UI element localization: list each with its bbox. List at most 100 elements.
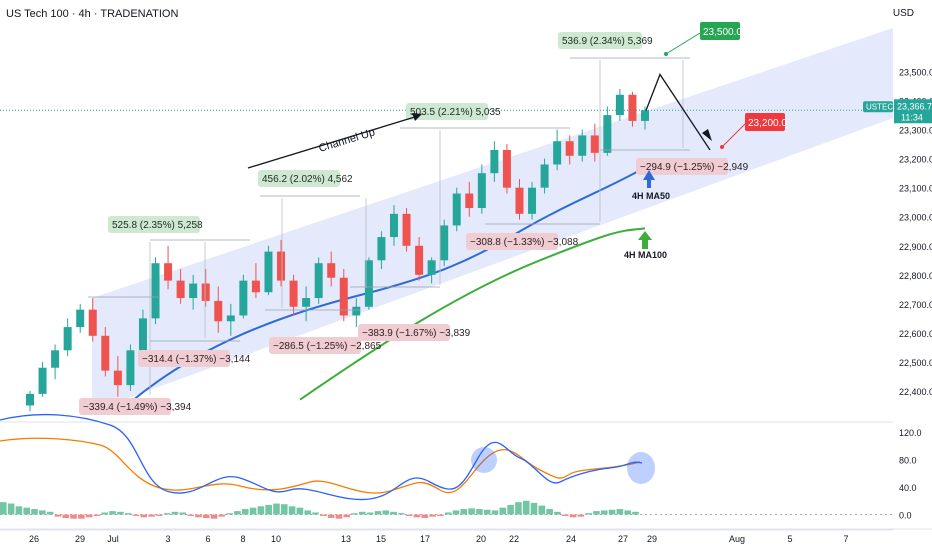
osc-hist-bar — [624, 510, 631, 515]
candle-body — [427, 260, 436, 275]
candle-body — [51, 350, 60, 368]
candle-body — [578, 135, 587, 156]
x-tick-label: 10 — [271, 534, 281, 544]
candle-body — [277, 251, 286, 281]
x-tick-label: 26 — [29, 534, 39, 544]
osc-hist-bar — [554, 511, 561, 515]
y-tick-label: 22,500.0 — [899, 358, 932, 368]
osc-y-tick-label: 40.0 — [899, 483, 917, 493]
measure-up-label-box — [108, 216, 200, 233]
measure-down-label-box — [79, 398, 171, 415]
osc-hist-bar — [132, 514, 140, 516]
osc-hist-bar — [546, 509, 553, 515]
target-up-connector — [665, 32, 701, 55]
osc-y-tick-label: 120.0 — [899, 428, 922, 438]
osc-hist-bar — [39, 510, 46, 515]
osc-hist-bar — [413, 514, 421, 518]
target-down-box — [745, 113, 785, 131]
osc-hist-bar — [507, 504, 514, 515]
osc-y-tick-label: 80.0 — [899, 455, 917, 465]
osc-highlight-circle — [627, 452, 655, 484]
osc-hist-bar — [515, 502, 522, 515]
osc-hist-bar — [163, 513, 171, 515]
osc-hist-bar — [491, 510, 499, 515]
current-price-value: 23,366.7 — [897, 101, 932, 111]
osc-hist-bar — [15, 506, 23, 515]
osc-y-tick-label: 0.0 — [899, 511, 912, 521]
measure-down-label-box — [138, 350, 230, 367]
osc-hist-bar — [265, 504, 272, 515]
osc-hist-bar — [85, 514, 93, 518]
candle-body — [615, 94, 624, 116]
osc-hist-bar — [171, 511, 179, 515]
x-tick-label: 8 — [240, 534, 245, 544]
osc-hist-bar — [429, 514, 436, 517]
candle-body — [377, 237, 386, 261]
x-tick-label: 29 — [647, 534, 657, 544]
osc-hist-bar — [483, 509, 491, 515]
osc-hist-bar — [351, 513, 358, 515]
measure-down-label: −314.4 (−1.37%) −3,144 — [142, 354, 251, 365]
osc-hist-bar — [234, 511, 241, 515]
y-tick-label: 23,200.0 — [899, 155, 932, 165]
osc-hist-bar — [538, 505, 546, 515]
osc-hist-bar — [7, 503, 15, 515]
osc-hist-bar — [335, 514, 343, 519]
osc-hist-bar — [460, 509, 468, 515]
candle-body — [528, 187, 537, 214]
osc-hist-bar — [608, 509, 616, 515]
osc-hist-bar — [249, 507, 257, 515]
osc-hist-bar — [257, 506, 265, 515]
x-tick-label: 5 — [787, 534, 792, 544]
candle-body — [415, 245, 424, 275]
osc-hist-bar — [577, 514, 585, 517]
osc-hist-bar — [54, 514, 62, 517]
osc-hist-bar — [530, 502, 538, 515]
osc-hist-bar — [210, 514, 218, 519]
candle-body — [38, 367, 47, 394]
candle-body — [88, 309, 97, 336]
ma50-line — [129, 166, 646, 404]
y-tick-label: 22,700.0 — [899, 300, 932, 310]
candle-body — [590, 135, 599, 153]
y-tick-label: 23,000.0 — [899, 213, 932, 223]
x-tick-label: 13 — [341, 534, 351, 544]
osc-hist-bar — [452, 510, 460, 515]
x-tick-label: 7 — [843, 534, 848, 544]
osc-hist-bar — [140, 514, 148, 518]
price-axis-panel — [893, 0, 932, 550]
channel-up-label: Channel Up — [317, 126, 376, 154]
measure-down-label: −286.5 (−1.25%) −2,865 — [273, 341, 382, 352]
measure-down-label-box — [358, 324, 450, 341]
osc-hist-bar — [31, 509, 38, 515]
osc-hist-bar — [109, 511, 116, 515]
osc-signal-line — [0, 437, 641, 494]
candle-body — [264, 251, 273, 293]
measure-down-label-box — [466, 233, 558, 250]
osc-hist-bar — [320, 514, 327, 516]
channel-arrow-line — [247, 115, 419, 169]
osc-hist-bar — [569, 514, 577, 518]
candle-body — [490, 149, 499, 174]
measure-up-label: 456.2 (2.02%) 4,562 — [262, 174, 353, 185]
osc-hist-bar — [288, 506, 296, 515]
candle-body — [63, 327, 72, 351]
symbol-tag — [863, 101, 893, 113]
ma100-label: 4H MA100 — [624, 250, 667, 260]
osc-hist-bar — [241, 509, 249, 515]
osc-hist-bar — [421, 514, 429, 518]
osc-hist-bar — [359, 511, 366, 515]
candle-body — [327, 263, 336, 278]
candle-body — [515, 187, 524, 214]
osc-hist-bar — [101, 512, 109, 515]
measure-up-label-box — [406, 103, 488, 120]
osc-hist-bar — [304, 510, 311, 515]
measure-down-label: −383.9 (−1.67%) −3,839 — [362, 328, 471, 339]
chart-title: US Tech 100 · 4h · TRADENATION — [6, 8, 179, 20]
osc-hist-bar — [273, 503, 280, 515]
candle-body — [641, 110, 649, 121]
x-tick-label: 20 — [476, 534, 486, 544]
osc-hist-bar — [405, 514, 413, 516]
